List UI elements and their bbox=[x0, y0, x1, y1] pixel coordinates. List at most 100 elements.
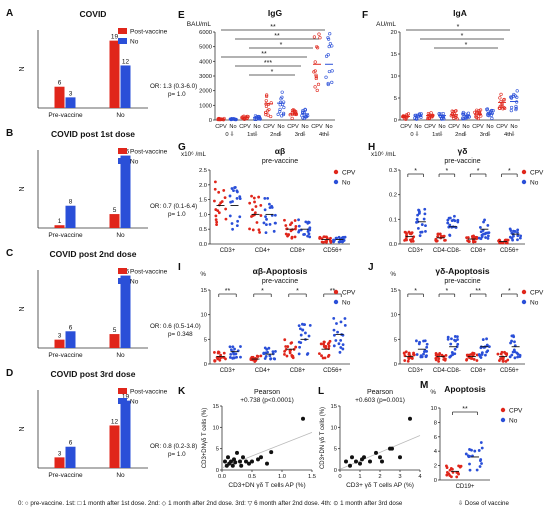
data-point-no bbox=[464, 452, 468, 456]
data-point-no bbox=[273, 357, 277, 361]
data-point-cpv bbox=[404, 350, 408, 354]
data-point-no bbox=[263, 197, 267, 200]
panel-letter-G: G bbox=[178, 142, 186, 153]
data-point-no bbox=[486, 236, 490, 240]
y-tick-label: 2.0 bbox=[199, 183, 207, 189]
chart-subtitle: pre-vaccine bbox=[444, 158, 480, 165]
y-tick-label: 3000 bbox=[199, 74, 212, 80]
odds-ratio-text: OR: 0.6 (0.5-14.0) bbox=[150, 323, 201, 330]
bar-no-post-vaccine bbox=[109, 40, 120, 108]
data-point-cpv bbox=[217, 211, 221, 215]
data-point-no bbox=[334, 236, 338, 240]
x-tick-label: No bbox=[253, 124, 260, 130]
significance-label: ** bbox=[475, 288, 481, 295]
y-tick-label: 5 bbox=[394, 337, 397, 343]
data-point-no bbox=[278, 100, 283, 104]
data-point-no bbox=[462, 117, 466, 121]
data-point-no bbox=[274, 350, 277, 353]
p-value-text: p= 1.0 bbox=[168, 451, 186, 458]
data-point-no bbox=[478, 355, 482, 358]
legend-swatch-no bbox=[118, 398, 127, 404]
data-point-cpv bbox=[213, 180, 217, 184]
x-tick-label: CD4-CD8- bbox=[433, 248, 461, 254]
data-point-no bbox=[450, 337, 453, 341]
data-point-cpv bbox=[222, 189, 226, 192]
data-point-cpv bbox=[505, 238, 509, 242]
data-point-no bbox=[332, 238, 335, 242]
p-value-text: p= 1.0 bbox=[168, 211, 186, 218]
data-point-cpv bbox=[255, 354, 259, 358]
data-point-no bbox=[264, 215, 267, 219]
data-point-no bbox=[466, 111, 471, 115]
data-point bbox=[241, 455, 245, 460]
x-tick-label: No bbox=[510, 124, 517, 130]
data-point-cpv bbox=[450, 475, 453, 479]
x-tick-label: CD4-CD8- bbox=[433, 368, 461, 374]
data-point-cpv bbox=[505, 241, 509, 245]
data-point-no bbox=[475, 468, 479, 472]
data-point-cpv bbox=[412, 235, 416, 239]
data-point-no bbox=[341, 347, 345, 351]
data-point-cpv bbox=[293, 219, 297, 222]
data-point-no bbox=[327, 44, 331, 49]
data-point-no bbox=[297, 340, 301, 344]
bar-value-label: 12 bbox=[122, 58, 130, 65]
bar-pre-vaccine-post-vaccine bbox=[54, 225, 65, 228]
data-point-cpv bbox=[475, 109, 479, 114]
data-point-no bbox=[264, 231, 268, 235]
bar-no-no bbox=[120, 65, 131, 108]
data-point-no bbox=[264, 354, 268, 358]
data-point bbox=[230, 463, 235, 468]
y-tick-label: 10 bbox=[213, 425, 219, 431]
y-tick-label: 20 bbox=[391, 30, 397, 36]
significance-label: * bbox=[508, 168, 511, 175]
y-tick-label: 0 bbox=[434, 478, 437, 484]
legend-swatch-no bbox=[118, 278, 127, 284]
x-tick-label: CD56+ bbox=[323, 368, 342, 374]
data-point-no bbox=[446, 218, 450, 222]
chart-title: COVID bbox=[80, 9, 107, 19]
data-point-cpv bbox=[313, 60, 317, 64]
x-tick-label: CD3+ bbox=[408, 248, 424, 254]
y-tick-label: 0 bbox=[204, 362, 207, 368]
panel-letter-A: A bbox=[6, 8, 13, 19]
y-tick-label: 0.0 bbox=[389, 242, 397, 248]
data-point-cpv bbox=[466, 239, 470, 243]
data-point-no bbox=[231, 345, 235, 349]
data-point bbox=[229, 459, 233, 464]
data-point-no bbox=[343, 323, 347, 327]
data-point-cpv bbox=[453, 109, 457, 113]
data-point-no bbox=[327, 37, 331, 41]
data-point-no bbox=[299, 333, 303, 337]
data-point-cpv bbox=[317, 352, 321, 356]
data-point-cpv bbox=[214, 214, 218, 218]
data-point-cpv bbox=[318, 236, 322, 239]
y-tick-label: 5 bbox=[334, 447, 337, 453]
data-point-cpv bbox=[284, 232, 288, 236]
dose-group-label: 0 bbox=[410, 132, 413, 138]
legend-label-cpv: CPV bbox=[509, 408, 523, 415]
x-tick-label: 0 bbox=[338, 474, 341, 480]
x-tick-label: No bbox=[414, 124, 421, 130]
dose-group-label: 2nd bbox=[270, 132, 280, 138]
data-point-no bbox=[238, 195, 242, 199]
y-tick-label: 1.0 bbox=[199, 212, 207, 218]
data-point-cpv bbox=[285, 354, 289, 358]
data-point-no bbox=[480, 462, 483, 465]
significance-label: ** bbox=[330, 288, 336, 295]
data-point-cpv bbox=[504, 359, 508, 363]
data-point-cpv bbox=[213, 351, 216, 354]
data-point-no bbox=[512, 348, 516, 352]
data-point-no bbox=[468, 468, 472, 472]
vaccine-dose-icon: ⇩ bbox=[325, 131, 330, 138]
data-point-cpv bbox=[213, 359, 217, 363]
data-point-cpv bbox=[329, 240, 333, 244]
y-tick-label: 4 bbox=[434, 449, 438, 455]
data-point-cpv bbox=[217, 116, 221, 121]
y-tick-label: 0 bbox=[334, 468, 337, 474]
x-tick-label: 3 bbox=[398, 474, 401, 480]
data-point-no bbox=[452, 218, 456, 222]
bar-pre-vaccine-no bbox=[65, 205, 76, 228]
data-point-cpv bbox=[224, 207, 228, 211]
data-point-cpv bbox=[409, 232, 413, 236]
